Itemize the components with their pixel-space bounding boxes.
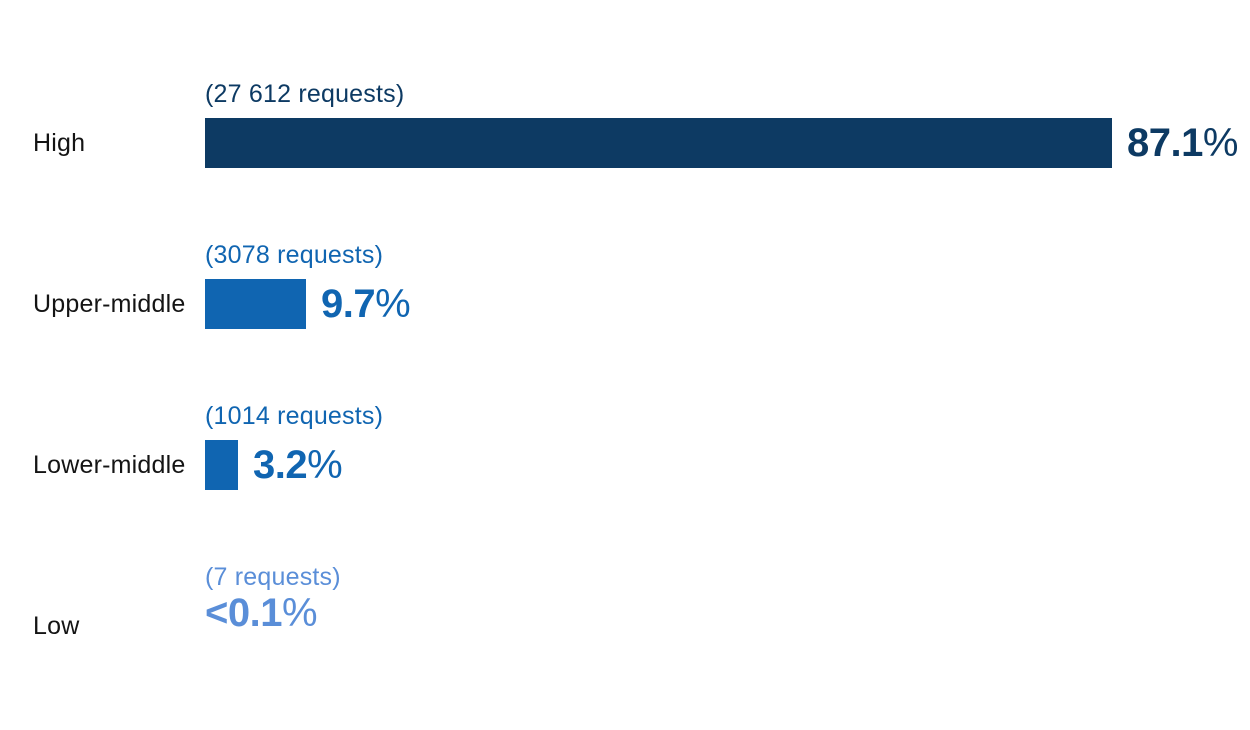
percentage-number: 9.7 [321, 281, 376, 326]
category-label-high: High [33, 128, 86, 157]
chart-row-lower-middle: Lower-middle (1014 requests) 3.2% [0, 388, 1250, 549]
percentage-value: <0.1% [205, 591, 318, 636]
bar-line: <0.1% [205, 588, 318, 638]
bar-line: 87.1% [205, 118, 1238, 168]
category-label-lower-middle: Lower-middle [33, 450, 186, 479]
percentage-value: 9.7% [321, 282, 411, 327]
percentage-number: 87.1 [1127, 120, 1203, 165]
percentage-value: 87.1% [1127, 121, 1238, 166]
percentage-number: 3.2 [253, 442, 308, 487]
chart-row-upper-middle: Upper-middle (3078 requests) 9.7% [0, 227, 1250, 388]
percent-sign: % [281, 590, 318, 635]
percent-sign: % [307, 442, 343, 487]
bar-line: 9.7% [205, 279, 411, 329]
percentage-value: 3.2% [253, 443, 343, 488]
category-label-upper-middle: Upper-middle [33, 289, 186, 318]
percent-sign: % [375, 281, 411, 326]
bar-line: 3.2% [205, 440, 343, 490]
chart-row-low: Low (7 requests) <0.1% [0, 549, 1250, 710]
percentage-number: <0.1 [205, 590, 282, 635]
chart-row-high: High (27 612 requests) 87.1% [0, 66, 1250, 227]
request-count-annotation: (1014 requests) [205, 402, 384, 430]
request-count-annotation: (27 612 requests) [205, 80, 405, 108]
category-label-low: Low [33, 611, 80, 640]
request-count-annotation: (3078 requests) [205, 241, 384, 269]
bar-upper-middle [205, 279, 306, 329]
bar-high [205, 118, 1112, 168]
percent-sign: % [1202, 120, 1239, 165]
request-count-annotation: (7 requests) [205, 563, 341, 591]
bar-lower-middle [205, 440, 238, 490]
